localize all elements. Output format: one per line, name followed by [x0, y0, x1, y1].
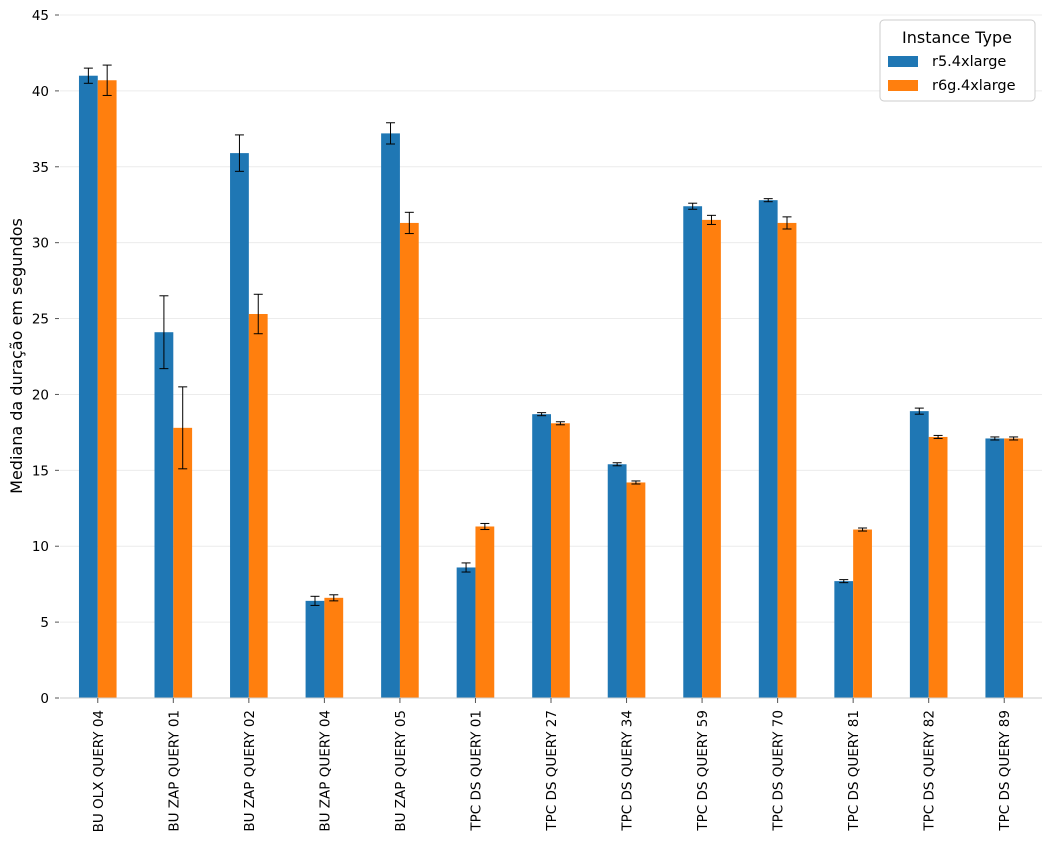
x-tick-label: TPC DS QUERY 81: [846, 710, 862, 832]
bar-r6g-4xlarge: [551, 423, 570, 698]
y-tick-label: 20: [32, 387, 49, 403]
bar-r5-4xlarge: [985, 438, 1005, 698]
y-tick-label: 15: [32, 463, 49, 479]
bar-r6g-4xlarge: [248, 314, 268, 698]
x-tick-label: TPC DS QUERY 82: [922, 710, 938, 832]
y-tick-label: 0: [40, 691, 49, 707]
y-tick-label: 40: [32, 84, 49, 100]
bar-r5-4xlarge: [78, 75, 98, 698]
bar-r6g-4xlarge: [173, 427, 193, 698]
bar-r5-4xlarge: [758, 200, 778, 698]
bar-r6g-4xlarge: [702, 219, 721, 698]
bar-r5-4xlarge: [909, 411, 929, 698]
legend-swatch-r5: [888, 56, 918, 67]
bar-r6g-4xlarge: [1004, 438, 1024, 698]
bar-r5-4xlarge: [532, 414, 551, 698]
x-tick-label: BU ZAP QUERY 04: [317, 710, 333, 832]
y-axis-label-group: Mediana da duração em segundos: [7, 218, 26, 494]
y-tick-label: 10: [32, 539, 49, 555]
bar-r5-4xlarge: [834, 581, 854, 698]
legend-label-r5: r5.4xlarge: [932, 54, 1006, 70]
bar-r6g-4xlarge: [853, 529, 872, 698]
legend-swatch-r6g: [888, 80, 918, 91]
grid-lines: [60, 14, 1042, 623]
x-tick-label: TPC DS QUERY 59: [695, 710, 711, 832]
y-axis-label: Mediana da duração em segundos: [7, 218, 26, 494]
y-tick-label: 45: [32, 8, 49, 24]
legend-label-r6g: r6g.4xlarge: [932, 78, 1016, 94]
error-bars: [83, 64, 1019, 606]
x-tick-label: TPC DS QUERY 89: [997, 710, 1013, 832]
bar-r5-4xlarge: [230, 153, 249, 698]
y-tick-label: 30: [32, 236, 49, 252]
x-tick-label: BU ZAP QUERY 02: [242, 710, 258, 832]
y-tick-label: 25: [32, 312, 49, 328]
x-tick-label: TPC DS QUERY 01: [468, 710, 484, 832]
bar-r6g-4xlarge: [97, 80, 117, 698]
bar-r6g-4xlarge: [928, 436, 948, 698]
y-tick-label: 35: [32, 160, 49, 176]
bar-r5-4xlarge: [607, 464, 627, 698]
bar-r6g-4xlarge: [475, 526, 495, 698]
bar-r5-4xlarge: [381, 133, 400, 699]
bar-r5-4xlarge: [456, 567, 476, 698]
bar-r6g-4xlarge: [324, 597, 344, 698]
x-tick-label: BU ZAP QUERY 01: [166, 710, 182, 832]
x-tick-label: TPC DS QUERY 34: [620, 710, 636, 832]
bars: [78, 75, 1024, 699]
legend: Instance Type r5.4xlarge r6g.4xlarge: [879, 19, 1036, 102]
x-tick-label: TPC DS QUERY 27: [544, 710, 560, 832]
bar-r6g-4xlarge: [399, 222, 419, 699]
bar-r6g-4xlarge: [626, 482, 646, 698]
axes: 0 5 10 15 20 25 30 35 40 45 BU OLX QUERY 04 BU ZAP …: [32, 8, 1042, 832]
bar-r6g-4xlarge: [777, 222, 797, 699]
x-tick-label: BU ZAP QUERY 05: [393, 710, 409, 832]
bar-r5-4xlarge: [683, 206, 703, 699]
y-tick-label: 5: [40, 615, 49, 631]
x-tick-label: TPC DS QUERY 70: [771, 710, 787, 832]
bar-r5-4xlarge: [154, 332, 174, 698]
bar-r5-4xlarge: [305, 600, 325, 698]
legend-title: Instance Type: [902, 28, 1012, 47]
legend-frame: [879, 19, 1036, 102]
x-tick-label: BU OLX QUERY 04: [91, 710, 107, 832]
